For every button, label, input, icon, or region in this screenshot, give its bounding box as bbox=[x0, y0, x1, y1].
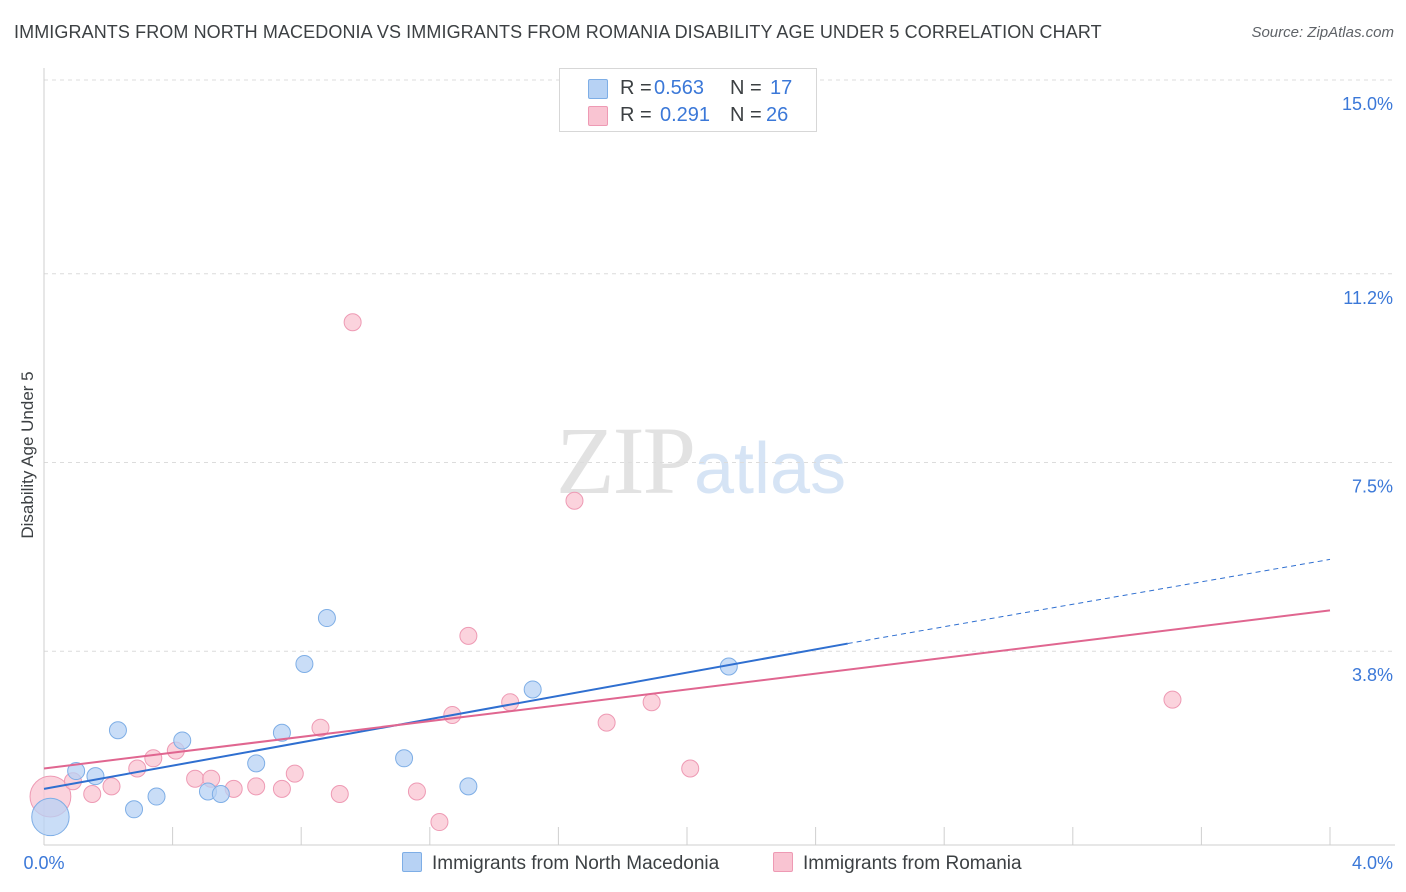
north-macedonia-point bbox=[395, 749, 414, 768]
source-credit: Source: ZipAtlas.com bbox=[1251, 24, 1394, 41]
legend-swatch-pink bbox=[588, 106, 608, 126]
north-macedonia-point bbox=[125, 800, 144, 819]
legend-r-label: R = bbox=[620, 77, 652, 99]
romania-point bbox=[565, 491, 584, 510]
romania-point bbox=[642, 693, 661, 712]
north-macedonia-point bbox=[272, 723, 291, 742]
north-macedonia-point bbox=[67, 762, 86, 781]
x-tick-label: 4.0% bbox=[1352, 853, 1393, 873]
romania-point bbox=[343, 313, 362, 332]
bottom-legend-romania: Immigrants from Romania bbox=[773, 852, 1022, 875]
romania-point bbox=[272, 779, 291, 798]
legend-n-value: 26 bbox=[766, 104, 789, 126]
y-tick-label: 7.5% bbox=[1352, 477, 1393, 497]
north-macedonia-trendline-extension bbox=[847, 558, 1331, 645]
north-macedonia-point bbox=[108, 721, 127, 740]
y-tick-label: 11.2% bbox=[1343, 288, 1393, 308]
legend-r-value: 0.291 bbox=[660, 104, 711, 126]
north-macedonia-point bbox=[295, 654, 314, 673]
romania-point bbox=[102, 777, 121, 796]
romania-point bbox=[247, 777, 266, 796]
north-macedonia-point bbox=[523, 680, 542, 699]
north-macedonia-point bbox=[147, 787, 166, 806]
bottom-legend-north-macedonia: Immigrants from North Macedonia bbox=[402, 852, 719, 875]
legend-r-value: 0.563 bbox=[654, 77, 705, 99]
legend-r-label: R = bbox=[620, 104, 652, 126]
romania-point bbox=[186, 769, 205, 788]
romania-point bbox=[681, 759, 700, 778]
north-macedonia-point bbox=[173, 731, 192, 750]
romania-trendline bbox=[43, 609, 1331, 770]
north-macedonia-point bbox=[247, 754, 266, 773]
romania-point bbox=[311, 718, 330, 737]
north-macedonia-point bbox=[317, 609, 336, 628]
romania-point bbox=[501, 693, 520, 712]
bottom-legend-label: Immigrants from Romania bbox=[803, 853, 1022, 874]
romania-point bbox=[330, 785, 349, 803]
bottom-legend-swatch-pink bbox=[773, 852, 793, 872]
chart-title: IMMIGRANTS FROM NORTH MACEDONIA VS IMMIG… bbox=[14, 22, 1102, 42]
legend-swatch-blue bbox=[588, 79, 608, 99]
romania-point bbox=[128, 759, 147, 778]
y-tick-label: 3.8% bbox=[1352, 665, 1393, 685]
romania-point bbox=[1163, 690, 1182, 709]
legend-n-label: N = bbox=[730, 104, 762, 126]
romania-point bbox=[430, 813, 449, 832]
x-tick-label: 0.0% bbox=[23, 853, 64, 873]
legend-n-label: N = bbox=[730, 77, 762, 99]
romania-point bbox=[597, 713, 616, 732]
north-macedonia-point bbox=[86, 767, 105, 786]
romania-point bbox=[407, 782, 426, 801]
north-macedonia-trendline bbox=[43, 642, 848, 790]
north-macedonia-point bbox=[459, 777, 478, 796]
bottom-legend-swatch-blue bbox=[402, 852, 422, 872]
y-tick-label: 15.0% bbox=[1342, 94, 1393, 114]
north-macedonia-point bbox=[211, 785, 230, 803]
correlation-legend: R = 0.563 N = 17 R = 0.291 N = 26 bbox=[559, 68, 817, 132]
north-macedonia-point bbox=[31, 797, 70, 837]
romania-point bbox=[459, 626, 478, 645]
romania-point bbox=[144, 749, 163, 768]
romania-point bbox=[83, 785, 102, 803]
bottom-legend-label: Immigrants from North Macedonia bbox=[432, 853, 720, 874]
romania-point bbox=[285, 764, 304, 783]
watermark-atlas: atlas bbox=[694, 429, 847, 509]
legend-n-value: 17 bbox=[770, 77, 793, 99]
